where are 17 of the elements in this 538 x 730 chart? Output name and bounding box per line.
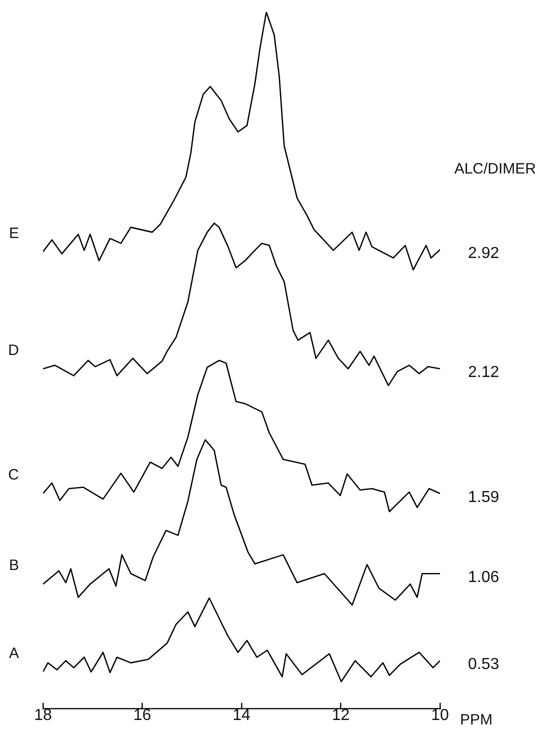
series-label: C	[8, 466, 20, 484]
x-tick-label: 14	[232, 706, 250, 724]
text: 1.59	[468, 488, 500, 506]
x-tick-label: 16	[133, 706, 152, 724]
series-label: D	[8, 342, 20, 359]
series-label: E	[8, 224, 19, 242]
text: 1.06	[468, 569, 500, 586]
text: ALC/DIMER	[454, 160, 536, 178]
text: 2.12	[468, 364, 500, 382]
x-tick-label: 12	[332, 706, 350, 724]
series-label: B	[8, 557, 19, 574]
x-axis-title: PPM	[460, 711, 493, 728]
x-tick-label: 10	[431, 706, 449, 724]
series-label: A	[8, 645, 19, 662]
text: 2.92	[468, 245, 500, 262]
x-tick-label: 18	[34, 706, 52, 724]
text: 0.53	[468, 656, 500, 674]
